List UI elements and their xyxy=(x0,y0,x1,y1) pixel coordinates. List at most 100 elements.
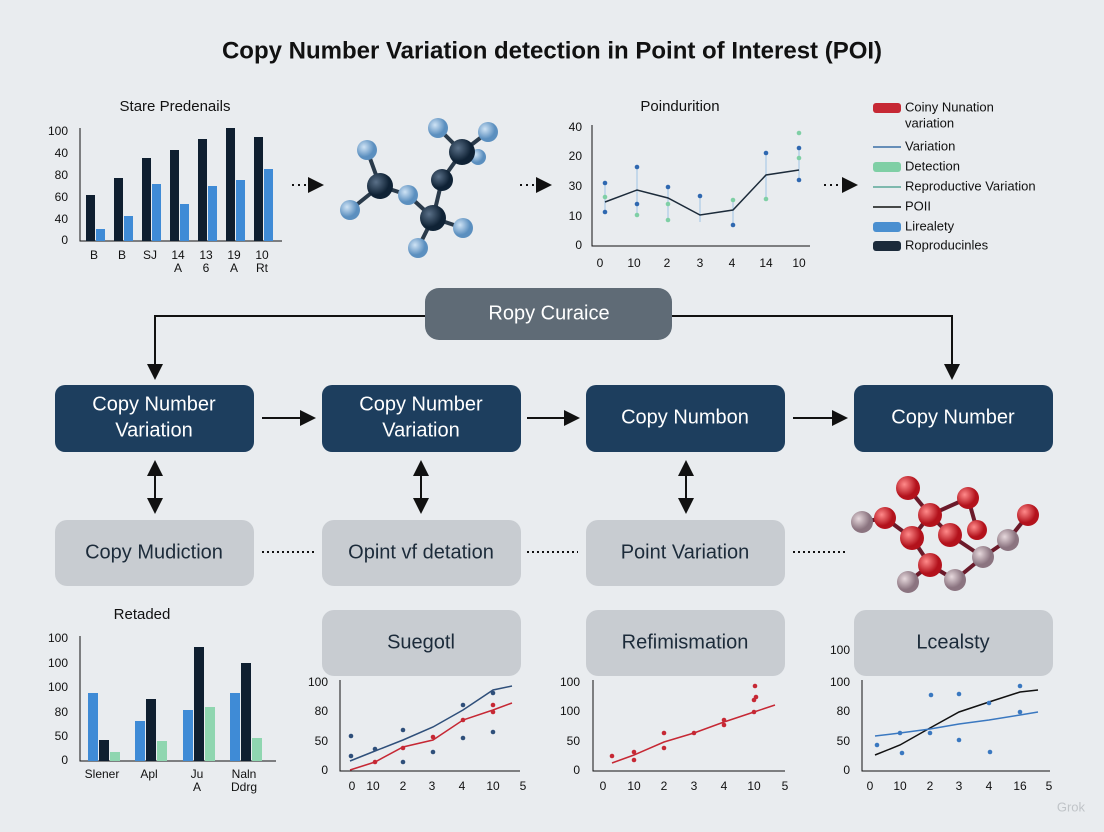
panel-label: Suegotl xyxy=(387,631,455,653)
x-tick-label: 3 xyxy=(956,779,963,793)
connectors xyxy=(147,315,960,514)
result-node xyxy=(55,520,254,586)
molecule-icon xyxy=(340,118,498,258)
y-tick-label: 0 xyxy=(575,238,582,252)
y-tick-label: 100 xyxy=(48,631,68,645)
dot xyxy=(796,145,802,151)
x-tick-label: 6 xyxy=(203,261,210,275)
process-label: Variation xyxy=(382,419,459,441)
x-tick-label: 0 xyxy=(600,779,607,793)
x-tick-label: 10 xyxy=(627,256,641,270)
bar xyxy=(146,699,156,761)
legend-label: POII xyxy=(905,198,931,213)
bar xyxy=(205,707,215,761)
bar xyxy=(157,741,167,761)
x-tick-label: 10 xyxy=(486,779,500,793)
bar xyxy=(254,137,263,241)
legend-label: Coiny Nunation xyxy=(905,99,994,114)
x-tick-label: 5 xyxy=(520,779,527,793)
bar xyxy=(152,184,161,241)
y-tick-label: 50 xyxy=(55,729,69,743)
dot xyxy=(1017,683,1023,689)
result-label: Opint vf detation xyxy=(348,541,494,563)
dot xyxy=(1017,709,1023,715)
x-tick-label: 2 xyxy=(664,256,671,270)
dot xyxy=(602,209,608,215)
legend-swatch xyxy=(873,162,901,172)
y-tick-label: 100 xyxy=(308,675,328,689)
bar xyxy=(88,693,98,761)
bar xyxy=(241,663,251,761)
title: Copy Number Variation detection in Point… xyxy=(222,37,882,64)
x-tick-label: 13 xyxy=(199,248,213,262)
x-tick-label: 3 xyxy=(429,779,436,793)
bar xyxy=(96,229,105,241)
x-tick-label: 3 xyxy=(691,779,698,793)
bar xyxy=(230,693,240,761)
y-tick-label: 0 xyxy=(573,763,580,777)
x-tick-label: 4 xyxy=(729,256,736,270)
x-tick-label: A xyxy=(193,780,201,794)
y-tick-label: 0 xyxy=(61,753,68,767)
dot xyxy=(460,717,466,723)
y-tick-label: 100 xyxy=(48,656,68,670)
bar xyxy=(86,195,95,241)
bar xyxy=(183,710,193,761)
legend-swatch xyxy=(873,222,901,232)
dot xyxy=(796,130,802,136)
dot xyxy=(986,700,992,706)
y-tick-label: 100 xyxy=(48,124,68,138)
x-tick-label: B xyxy=(118,248,126,262)
dot xyxy=(665,217,671,223)
legend-label: Lirealety xyxy=(905,218,955,233)
y-tick-label: 60 xyxy=(55,190,69,204)
panel-label: Lcealsty xyxy=(916,631,989,653)
dot xyxy=(987,749,993,755)
process-node xyxy=(854,385,1053,452)
bar xyxy=(198,139,207,241)
bar xyxy=(110,752,120,761)
x-tick-label: Slener xyxy=(85,767,120,781)
dot xyxy=(899,750,905,756)
x-tick-label: Rt xyxy=(256,261,269,275)
bar xyxy=(194,647,204,761)
dot xyxy=(721,722,727,728)
dot xyxy=(631,757,637,763)
dot xyxy=(697,193,703,199)
axis xyxy=(592,680,785,772)
y-tick-label: 80 xyxy=(55,168,69,182)
dot xyxy=(430,749,436,755)
dot xyxy=(460,735,466,741)
y-tick-label: 50 xyxy=(837,734,851,748)
x-tick-label: 3 xyxy=(697,256,704,270)
y-tick-label: 100 xyxy=(560,675,580,689)
bar xyxy=(99,740,109,761)
dot xyxy=(609,753,615,759)
dot xyxy=(400,727,406,733)
y-tick-label: 100 xyxy=(830,643,850,657)
x-tick-label: 4 xyxy=(986,779,993,793)
legend-label: Detection xyxy=(905,158,960,173)
process-node xyxy=(586,385,785,452)
y-tick-label: 0 xyxy=(61,233,68,247)
panel-label-box xyxy=(854,610,1053,676)
dot xyxy=(763,196,769,202)
x-tick-label: 10 xyxy=(627,779,641,793)
dot xyxy=(661,730,667,736)
x-tick-label: 4 xyxy=(459,779,466,793)
dot xyxy=(490,709,496,715)
process-label: Copy Numbon xyxy=(621,406,749,428)
x-tick-label: 0 xyxy=(597,256,604,270)
x-tick-label: 10 xyxy=(893,779,907,793)
axis xyxy=(861,680,1050,772)
y-tick-label: 50 xyxy=(567,734,581,748)
process-node xyxy=(55,385,254,452)
process-label: Copy Number xyxy=(891,406,1015,428)
dot xyxy=(691,730,697,736)
dot xyxy=(602,194,608,200)
hub-node xyxy=(425,288,672,340)
line xyxy=(874,689,1039,756)
y-tick-label: 50 xyxy=(315,734,329,748)
y-tick-label: 0 xyxy=(321,763,328,777)
